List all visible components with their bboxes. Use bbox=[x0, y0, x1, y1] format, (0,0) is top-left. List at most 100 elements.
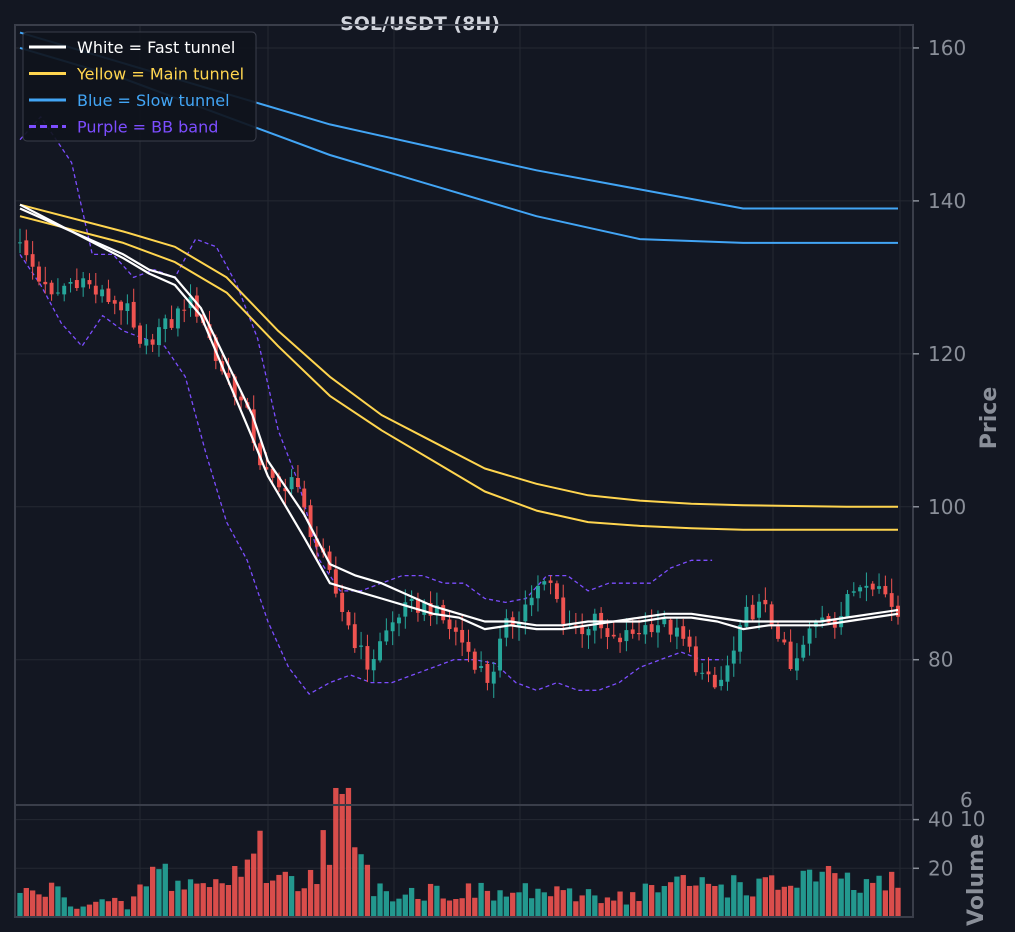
candle-body bbox=[352, 624, 357, 649]
volume-bar bbox=[345, 787, 352, 917]
volume-bar bbox=[352, 847, 358, 917]
volume-bar bbox=[750, 896, 756, 917]
candle-body bbox=[36, 266, 41, 282]
candle-body bbox=[877, 586, 882, 589]
volume-exponent: 6 bbox=[960, 788, 973, 812]
volume-bar bbox=[74, 908, 80, 917]
candle-body bbox=[295, 478, 300, 488]
bb-lower-line bbox=[19, 254, 723, 695]
candle-body bbox=[264, 467, 269, 470]
candle-body bbox=[504, 618, 509, 638]
candle-body bbox=[693, 646, 698, 673]
legend-entry: Purple = BB band bbox=[77, 118, 218, 137]
volume-bar bbox=[244, 859, 251, 917]
volume-bar bbox=[408, 887, 415, 917]
price-grid bbox=[15, 25, 913, 805]
volume-bar bbox=[194, 883, 200, 917]
volume-bar bbox=[276, 874, 282, 917]
candle-body bbox=[283, 488, 288, 492]
volume-bar bbox=[674, 876, 680, 917]
volume-bar bbox=[124, 909, 131, 917]
volume-bar bbox=[149, 866, 156, 917]
volume-bar bbox=[838, 878, 844, 917]
volume-bar bbox=[390, 901, 396, 917]
candle-body bbox=[239, 396, 244, 401]
volume-bar bbox=[238, 876, 244, 917]
volume-bar bbox=[579, 895, 585, 917]
candle-body bbox=[820, 617, 825, 623]
volume-bar bbox=[731, 875, 737, 917]
volume-bar bbox=[895, 887, 901, 917]
price-tick-label: 80 bbox=[928, 648, 953, 672]
volume-bar bbox=[465, 883, 472, 917]
candle-body bbox=[453, 627, 458, 632]
volume-bar bbox=[263, 883, 269, 917]
volume-bar bbox=[270, 880, 276, 917]
volume-bar bbox=[604, 897, 611, 917]
candle-body bbox=[794, 658, 799, 671]
volume-bar bbox=[314, 884, 320, 917]
volume-bar bbox=[156, 869, 162, 917]
candle-body bbox=[182, 309, 187, 311]
volume-bar bbox=[440, 898, 446, 917]
candle-body bbox=[428, 602, 433, 616]
candle-body bbox=[517, 621, 521, 627]
volume-bar bbox=[213, 879, 219, 917]
candle-body bbox=[131, 301, 136, 328]
candle-body bbox=[637, 632, 641, 635]
volume-bar bbox=[118, 901, 124, 917]
volume-bar bbox=[535, 888, 541, 917]
candle-body bbox=[333, 569, 338, 594]
volume-bar bbox=[737, 882, 743, 917]
volume-bar bbox=[680, 875, 686, 917]
candle-body bbox=[169, 319, 174, 328]
candle-body bbox=[719, 679, 724, 687]
candle-body bbox=[548, 580, 553, 583]
candle-body bbox=[125, 303, 130, 311]
volume-bar bbox=[705, 883, 712, 917]
candle-body bbox=[479, 666, 484, 669]
candle-body bbox=[327, 551, 332, 570]
volume-bar bbox=[832, 873, 838, 917]
candle-body bbox=[586, 629, 591, 636]
volume-bar bbox=[573, 901, 579, 917]
volume-bar bbox=[257, 830, 263, 917]
candle-body bbox=[554, 583, 559, 600]
volume-bar bbox=[882, 890, 889, 917]
volume-bar bbox=[80, 906, 86, 917]
candle-body bbox=[782, 639, 787, 643]
candle-body bbox=[106, 288, 111, 303]
legend-entry: White = Fast tunnel bbox=[77, 38, 235, 57]
volume-bars bbox=[17, 787, 901, 917]
bb-band bbox=[19, 116, 723, 695]
volume-bar bbox=[522, 883, 528, 917]
candle-body bbox=[561, 597, 566, 624]
candle-body bbox=[74, 280, 79, 289]
volume-bar bbox=[649, 885, 655, 917]
volume-exponent-base: 10 bbox=[960, 807, 985, 831]
candle-body bbox=[611, 634, 616, 637]
candle-body bbox=[397, 617, 401, 624]
candle-body bbox=[687, 636, 692, 647]
candle-body bbox=[883, 585, 888, 595]
candle-body bbox=[725, 665, 730, 682]
candle-body bbox=[194, 295, 199, 317]
candle-body bbox=[422, 602, 427, 615]
volume-bar bbox=[181, 889, 187, 917]
volume-bar bbox=[358, 854, 364, 917]
volume-bar bbox=[168, 890, 175, 917]
volume-bar bbox=[339, 793, 345, 917]
volume-bar bbox=[55, 886, 61, 917]
main-tunnel bbox=[19, 203, 898, 531]
candle-body bbox=[119, 301, 124, 311]
volume-bar bbox=[61, 897, 67, 917]
candle-body bbox=[750, 604, 755, 620]
volume-bar bbox=[48, 882, 55, 917]
volume-bar bbox=[528, 898, 535, 917]
candle-body bbox=[485, 663, 490, 683]
main-tunnel-upper-line bbox=[19, 203, 898, 508]
volume-bar bbox=[686, 885, 693, 917]
volume-tick-label: 20 bbox=[928, 856, 953, 880]
